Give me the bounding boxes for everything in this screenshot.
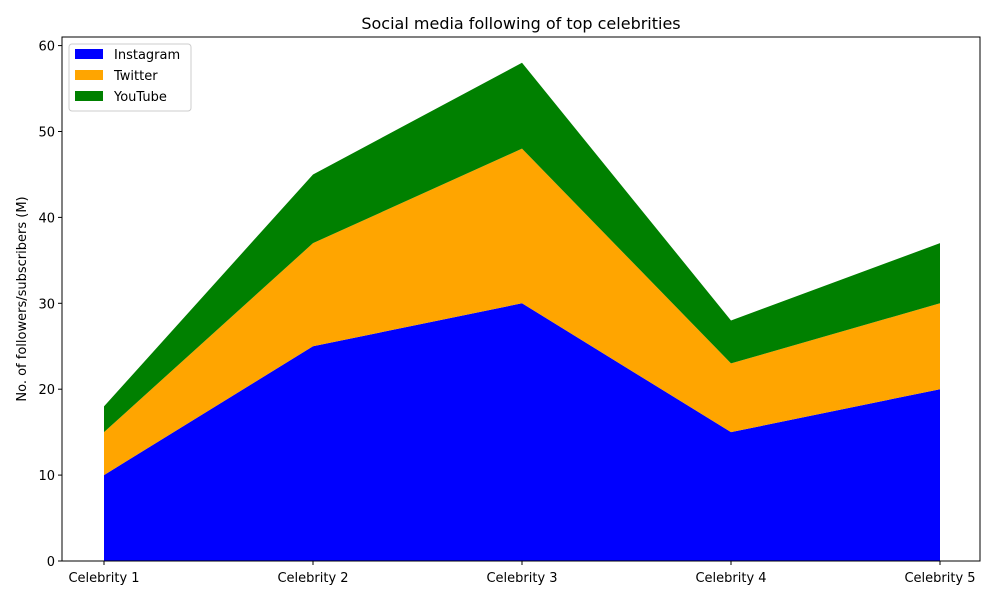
x-tick-label: Celebrity 3	[486, 571, 557, 586]
chart-title: Social media following of top celebritie…	[361, 14, 680, 33]
x-tick-label: Celebrity 5	[904, 571, 975, 586]
y-tick-label: 40	[38, 211, 55, 226]
legend: Instagram Twitter YouTube	[68, 43, 192, 112]
legend-swatch	[75, 70, 103, 80]
legend-swatch	[75, 49, 103, 59]
y-tick-label: 50	[38, 125, 55, 140]
area-youtube	[104, 62, 940, 433]
x-axis: Celebrity 1 Celebrity 2 Celebrity 3 Celebri…	[68, 561, 976, 586]
area-instagram	[104, 303, 940, 561]
y-tick-label: 20	[38, 383, 55, 398]
legend-label: Instagram	[114, 48, 180, 63]
x-tick-label: Celebrity 2	[277, 571, 348, 586]
y-tick-label: 0	[47, 555, 55, 570]
y-tick-label: 60	[38, 40, 55, 55]
y-axis: 0 10 20 30 40 50 60	[38, 40, 62, 570]
legend-label: Twitter	[113, 69, 158, 84]
y-axis-label: No. of followers/subscribers (M)	[15, 196, 30, 401]
y-tick-label: 30	[38, 297, 55, 312]
plot-frame	[61, 36, 981, 562]
x-tick-label: Celebrity 4	[695, 571, 766, 586]
y-tick-label: 10	[38, 469, 55, 484]
area-twitter	[104, 148, 940, 476]
legend-label: YouTube	[113, 90, 167, 105]
legend-swatch	[75, 91, 103, 101]
area-series-group	[104, 62, 940, 561]
x-tick-label: Celebrity 1	[68, 571, 139, 586]
